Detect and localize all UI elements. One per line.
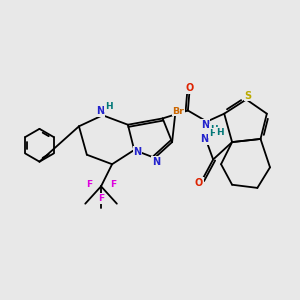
Text: N: N [133,147,141,157]
Text: F: F [86,180,92,189]
Text: H: H [210,125,218,134]
Text: O: O [185,83,194,93]
Text: N: N [152,157,160,167]
Text: O: O [195,178,203,188]
Text: Br: Br [172,107,184,116]
Text: H: H [216,128,223,137]
Text: N: N [201,120,209,130]
Text: N: N [96,106,104,116]
Text: F: F [98,194,104,203]
Text: F: F [110,180,116,189]
Text: H: H [209,129,216,138]
Text: N: N [200,134,208,144]
Text: H: H [105,102,113,111]
Text: S: S [244,91,251,101]
